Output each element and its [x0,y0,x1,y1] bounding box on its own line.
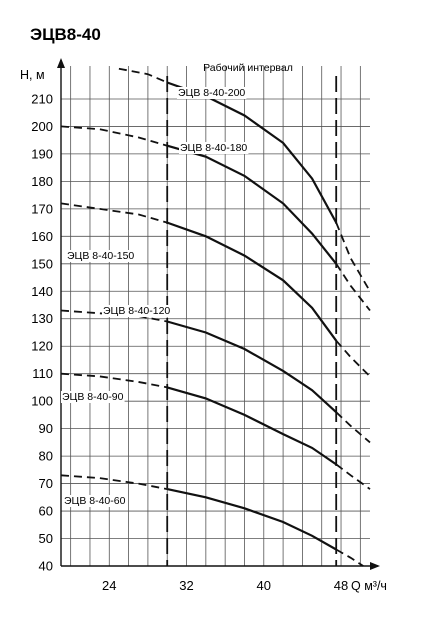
curve-labels: ЭЦВ 8-40-200 ЭЦВ 8-40-180 ЭЦВ 8-40-150 ЭЦВ … [61,87,249,507]
curve-3-solid [166,320,337,414]
curve-label-bg-0 [177,87,247,99]
curve-4-solid [166,386,337,466]
plot-frame [57,58,380,570]
y-tick-170: 170 [31,201,53,216]
curve-5-dashed-right [335,548,364,567]
curve-label-bg-1 [179,142,249,154]
curve-label-bg-3 [102,305,172,317]
curve-label-0: ЭЦВ 8-40-200 [178,87,245,99]
y-tick-100: 100 [31,394,53,409]
curve-label-4: ЭЦВ 8-40-90 [62,391,124,403]
curve-label-bg-5 [63,495,127,507]
y-axis-arrow [57,58,65,68]
y-tick-90: 90 [39,421,53,436]
curve-5-solid [166,488,337,551]
y-tick-labels: 40 50 60 70 80 90 100 110 120 130 140 150 160 170 180 1… [31,91,53,573]
curve-2-solid [166,221,338,342]
y-tick-60: 60 [39,504,53,519]
y-tick-200: 200 [31,119,53,134]
curve-4-dashed-left [60,372,168,389]
curve-2-dashed-left [60,202,168,224]
curve-4-dashed-right [335,463,371,490]
x-axis-arrow [370,562,380,570]
curve-label-bg-4 [61,391,125,403]
curve-1-dashed-left [60,125,168,147]
x-tick-40: 40 [257,578,271,593]
working-interval-label: Рабочий интервал [203,62,293,74]
curve-2-dashed-right [335,340,371,378]
x-axis-label: Q м³/ч [351,579,387,593]
curve-0-dashed-left [118,67,168,84]
x-tick-48: 48 [334,578,348,593]
y-tick-140: 140 [31,284,53,299]
curve-3-dashed-right [335,411,371,444]
y-tick-160: 160 [31,229,53,244]
y-tick-40: 40 [39,559,53,574]
y-tick-130: 130 [31,311,53,326]
curve-label-1: ЭЦВ 8-40-180 [180,142,247,154]
working-interval: Рабочий интервал [166,62,338,566]
y-axis-label: Н, м [20,68,45,82]
curve-label-2: ЭЦВ 8-40-150 [67,250,134,262]
curve-1-dashed-right [335,263,371,312]
chart-title: ЭЦВ8-40 [30,25,101,44]
y-tick-180: 180 [31,174,53,189]
curve-label-3: ЭЦВ 8-40-120 [103,305,170,317]
x-tick-32: 32 [179,578,193,593]
y-tick-190: 190 [31,146,53,161]
curve-5-dashed-left [60,474,168,490]
curve-1-solid [166,144,338,265]
y-tick-210: 210 [31,91,53,106]
curve-label-5: ЭЦВ 8-40-60 [64,495,126,507]
y-tick-50: 50 [39,531,53,546]
y-tick-120: 120 [31,339,53,354]
y-tick-80: 80 [39,449,53,464]
y-tick-110: 110 [32,366,53,381]
curve-label-bg-2 [66,250,136,262]
y-tick-70: 70 [39,476,53,491]
x-tick-24: 24 [102,578,116,593]
y-tick-150: 150 [31,256,53,271]
x-tick-labels: 24 32 40 48 [102,578,348,593]
